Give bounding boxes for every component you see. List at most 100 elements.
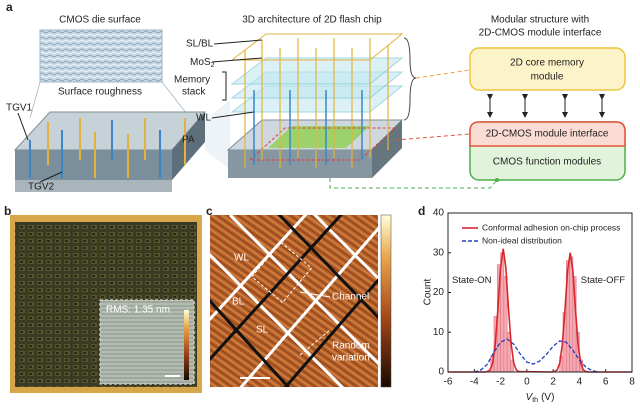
colorbar (380, 214, 392, 388)
random-label: Random (332, 341, 370, 352)
plot-frame (447, 212, 633, 373)
die-base (15, 180, 172, 192)
chip-title: 3D architecture of 2D flash chip (242, 15, 382, 26)
leader (299, 291, 331, 298)
panel-label: d (418, 204, 425, 218)
connector (394, 133, 471, 141)
y-tick-label: 10 (433, 327, 445, 338)
panel-label: b (4, 204, 11, 218)
die-top (13, 111, 207, 151)
module-title: 2D-CMOS module interface (479, 28, 602, 39)
x-tick-label: -6 (444, 377, 453, 388)
die-side (172, 112, 205, 180)
legend-label: Non-ideal distribution (482, 235, 562, 245)
y-axis-label: Count (423, 278, 434, 305)
die-title: CMOS die surface (59, 15, 141, 26)
sl-label: SL (256, 325, 269, 336)
panel-b: b RMS: 1.35 nm (4, 204, 202, 393)
bl-label: BL (232, 297, 245, 308)
wl-label: WL (234, 253, 249, 264)
afm-image (210, 215, 378, 387)
module-title: Modular structure with (491, 15, 589, 26)
series-line (474, 338, 600, 373)
core-module-box (469, 47, 626, 91)
decoration (277, 215, 378, 320)
x-label-sub: th (532, 397, 538, 404)
afm-lines (210, 215, 378, 387)
series-line (448, 248, 632, 373)
annotation: State-OFF (581, 275, 626, 286)
cmos-region (268, 126, 370, 148)
sl-bl-label: SL/BL (186, 39, 214, 50)
cmos-module-label: CMOS function modules (493, 157, 601, 168)
x-tick-label: 8 (629, 377, 635, 388)
decoration (210, 252, 345, 387)
random-label: variation (332, 353, 370, 364)
panel-label: c (206, 204, 213, 218)
inset-shade (100, 300, 194, 384)
decoration (230, 57, 404, 85)
y-tick-label: 40 (433, 208, 445, 219)
decoration (0, 0, 640, 12)
mos2-text: MoS (190, 57, 211, 68)
y-tick-label: 0 (438, 367, 444, 378)
vertical-lines (244, 38, 389, 168)
wl-lines (253, 90, 363, 165)
bracket (403, 37, 417, 121)
channel-label: Channel (332, 292, 369, 303)
tgv1-label: TGV1 (6, 103, 33, 114)
panel-label: a (6, 0, 13, 14)
legend-label: Conformal adhesion on-chip process (482, 222, 620, 232)
leader (39, 171, 63, 183)
y-tick-label: 20 (433, 287, 445, 298)
decoration (210, 215, 343, 362)
inset-colorbar (184, 310, 189, 380)
decoration (239, 226, 378, 387)
decoration (299, 329, 331, 356)
connector (415, 69, 471, 79)
rms-label: RMS: 1.35 nm (106, 305, 170, 316)
tgv2-label: TGV2 (28, 182, 55, 193)
die-front (15, 150, 172, 180)
tgv-group (29, 118, 186, 178)
core-module-label: 2D core memory (510, 58, 584, 69)
decoration (230, 33, 404, 61)
transition (205, 100, 230, 170)
roughness-image (39, 29, 163, 83)
interface-outline (248, 127, 397, 161)
leader (211, 111, 255, 119)
x-label-unit: (V) (541, 392, 554, 403)
inset (99, 299, 195, 385)
wl-label: WL (196, 113, 211, 124)
connector (329, 178, 498, 189)
leader (211, 57, 263, 63)
x-tick-label: 6 (603, 377, 609, 388)
mos2-label: MoS2 (190, 57, 215, 70)
decoration (210, 298, 291, 387)
decoration (312, 215, 378, 281)
panel-d: d Count Vth (V) 0 10 20 30 40 -6 -4 -2 0 2 4 6 8 Confo… (418, 204, 635, 404)
x-tick-label: 4 (577, 377, 583, 388)
core-module-label: module (531, 72, 564, 83)
mos2-sub: 2 (211, 62, 215, 69)
x-tick-label: 0 (524, 377, 530, 388)
x-tick-label: -4 (470, 377, 479, 388)
leader (213, 39, 263, 45)
annotation: State-ON (452, 275, 492, 286)
x-label-symbol: V (526, 392, 534, 403)
y-tick-label: 30 (433, 247, 445, 258)
panel-a: a CMOS die surface Surface roughness TGV… (0, 0, 640, 193)
x-tick-label: 2 (550, 377, 556, 388)
decoration (210, 215, 378, 387)
x-axis-label: Vth (V) (526, 392, 555, 405)
memory-stack-label: stack (182, 87, 206, 98)
chip-front (228, 150, 372, 178)
memory-stack-label: Memory (174, 75, 210, 86)
interface-label: 2D-CMOS module interface (486, 129, 609, 140)
decoration (210, 215, 378, 387)
bracket (222, 71, 227, 101)
interface-box (469, 121, 626, 147)
pa-label: PA (182, 135, 195, 146)
stack (230, 33, 404, 113)
